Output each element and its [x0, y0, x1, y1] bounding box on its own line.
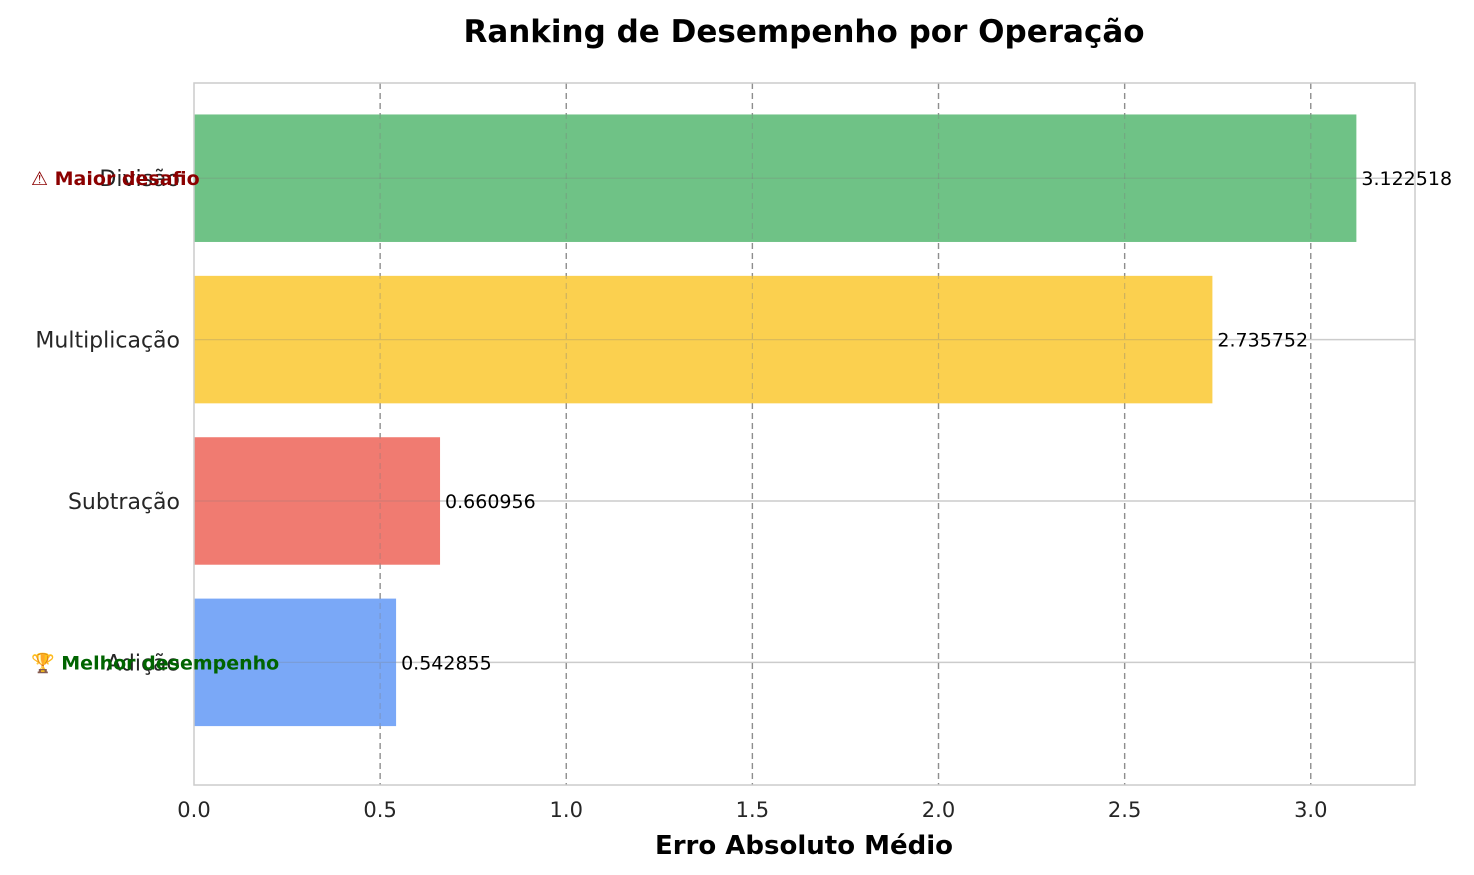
annotations: ⚠ Maior desafio 🏆 Melhor desempenho: [31, 168, 279, 674]
chart-title: Ranking de Desempenho por Operação: [463, 14, 1144, 50]
bars: [194, 114, 1357, 727]
x-tick-label: 0.5: [363, 798, 396, 822]
axes-frame: [193, 82, 1416, 786]
x-tick-label: 3.0: [1294, 798, 1327, 822]
value-label: 0.660956: [445, 491, 536, 513]
x-tick-labels: 0.0 0.5 1.0 1.5 2.0 2.5 3.0: [177, 798, 1327, 822]
value-label: 3.122518: [1361, 168, 1452, 190]
x-tick-label: 1.5: [736, 798, 769, 822]
annotation-label: 🏆 Melhor desempenho: [31, 651, 279, 674]
y-tick-label: Adição: [106, 651, 180, 676]
y-tick-label: Subtração: [68, 490, 180, 515]
bar-1: [194, 275, 1213, 404]
value-label: 0.542855: [401, 652, 492, 674]
x-tick-label: 2.0: [922, 798, 955, 822]
value-label: 2.735752: [1217, 330, 1308, 352]
y-tick-label: Divisão: [99, 167, 180, 192]
bar-0: [194, 114, 1357, 242]
y-tick-label: Multiplicação: [35, 329, 180, 354]
x-tick-label: 1.0: [550, 798, 583, 822]
x-axis-label: Erro Absoluto Médio: [655, 831, 953, 861]
x-tick-label: 0.0: [177, 798, 210, 822]
x-tick-label: 2.5: [1108, 798, 1141, 822]
plot-frame: [193, 82, 1416, 786]
y-tick-labels: Divisão Multiplicação Subtração Adição: [35, 167, 180, 676]
value-labels: 3.122518 2.735752 0.660956 0.542855: [401, 168, 1452, 674]
bar-2: [194, 437, 441, 565]
annotation-label: ⚠ Maior desafio: [31, 168, 200, 190]
bar-3: [194, 598, 397, 727]
